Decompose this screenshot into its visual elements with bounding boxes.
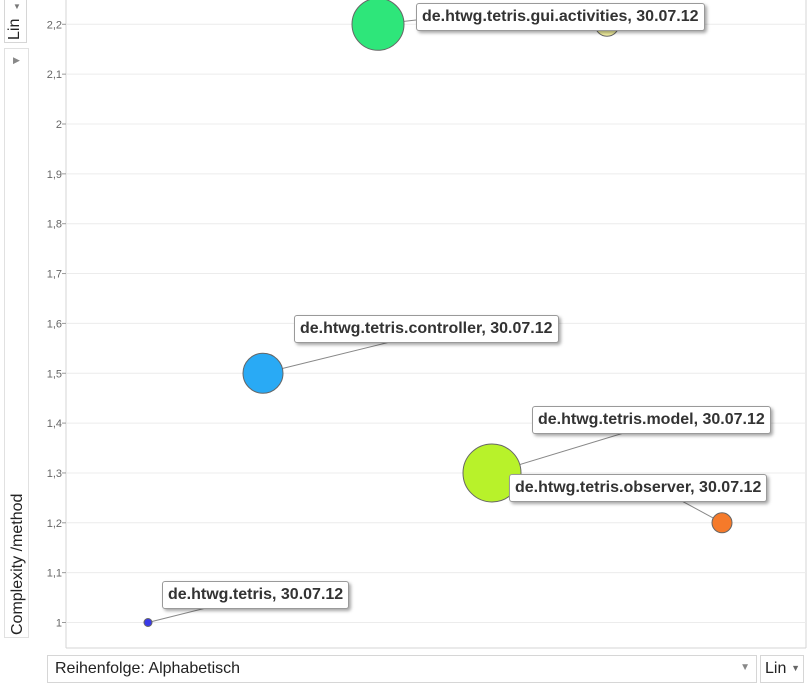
bubble-label: de.htwg.tetris.gui.activities, 30.07.12 xyxy=(416,3,705,31)
order-select[interactable]: Reihenfolge: Alphabetisch ▼ xyxy=(47,655,757,683)
y-tick-label: 2 xyxy=(56,119,62,131)
y-tick-label: 1,4 xyxy=(47,418,62,430)
chevron-down-icon: ▼ xyxy=(791,663,800,673)
horizontal-scale-value: Lin xyxy=(765,660,787,677)
y-tick-label: 1,3 xyxy=(47,468,62,480)
y-tick-label: 1,5 xyxy=(47,368,62,380)
chevron-down-icon: ▼ xyxy=(13,2,21,11)
vertical-axis-panel[interactable]: ▶ Complexity /method xyxy=(4,48,29,638)
label-leader-line xyxy=(262,340,395,374)
data-bubble xyxy=(462,443,522,503)
expand-arrow-icon[interactable]: ▶ xyxy=(13,55,20,65)
y-tick-label: 1,9 xyxy=(47,169,62,181)
vertical-scale-select[interactable]: ▼ Lin xyxy=(4,0,27,43)
bubble-label: de.htwg.tetris, 30.07.12 xyxy=(162,581,350,609)
y-tick-label: 1,1 xyxy=(47,568,62,580)
bubble-label: de.htwg.tetris.controller, 30.07.12 xyxy=(294,315,559,343)
data-bubble xyxy=(351,0,405,51)
y-tick-label: 1,7 xyxy=(47,269,62,281)
data-bubble xyxy=(143,618,153,627)
y-tick-label: 2,1 xyxy=(47,69,62,81)
order-select-value: Reihenfolge: Alphabetisch xyxy=(55,660,241,677)
data-bubble xyxy=(242,352,284,394)
y-tick-label: 2,2 xyxy=(47,19,62,31)
y-tick-label: 1,2 xyxy=(47,518,62,530)
y-tick-label: 1,6 xyxy=(47,318,62,330)
chevron-down-icon: ▼ xyxy=(740,662,750,673)
bubble-label: de.htwg.tetris.observer, 30.07.12 xyxy=(509,474,768,502)
data-bubble xyxy=(711,512,733,534)
bubble-label: de.htwg.tetris.model, 30.07.12 xyxy=(532,406,771,434)
horizontal-scale-select[interactable]: Lin ▼ xyxy=(760,655,804,683)
y-tick-label: 1 xyxy=(56,618,62,630)
label-leader-line xyxy=(147,606,211,623)
y-tick-label: 1,8 xyxy=(47,219,62,231)
